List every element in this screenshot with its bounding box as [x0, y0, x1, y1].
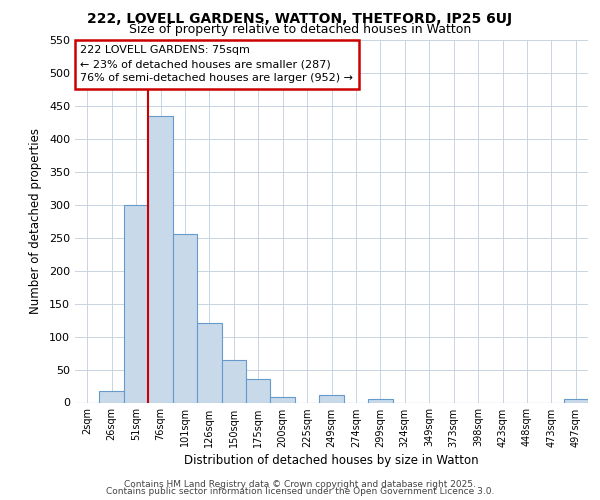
- Bar: [124, 205, 148, 402]
- Bar: [173, 234, 197, 402]
- Bar: [221, 360, 246, 403]
- Text: Contains HM Land Registry data © Crown copyright and database right 2025.: Contains HM Land Registry data © Crown c…: [124, 480, 476, 489]
- Text: Contains public sector information licensed under the Open Government Licence 3.: Contains public sector information licen…: [106, 487, 494, 496]
- X-axis label: Distribution of detached houses by size in Watton: Distribution of detached houses by size …: [184, 454, 479, 467]
- Bar: [319, 394, 344, 402]
- Bar: [148, 116, 173, 403]
- Bar: [100, 390, 124, 402]
- Bar: [563, 399, 588, 402]
- Text: 222 LOVELL GARDENS: 75sqm
← 23% of detached houses are smaller (287)
76% of semi: 222 LOVELL GARDENS: 75sqm ← 23% of detac…: [80, 46, 353, 84]
- Bar: [368, 399, 392, 402]
- Text: 222, LOVELL GARDENS, WATTON, THETFORD, IP25 6UJ: 222, LOVELL GARDENS, WATTON, THETFORD, I…: [88, 12, 512, 26]
- Text: Size of property relative to detached houses in Watton: Size of property relative to detached ho…: [129, 22, 471, 36]
- Bar: [197, 324, 221, 402]
- Y-axis label: Number of detached properties: Number of detached properties: [29, 128, 42, 314]
- Bar: [271, 397, 295, 402]
- Bar: [246, 380, 271, 402]
